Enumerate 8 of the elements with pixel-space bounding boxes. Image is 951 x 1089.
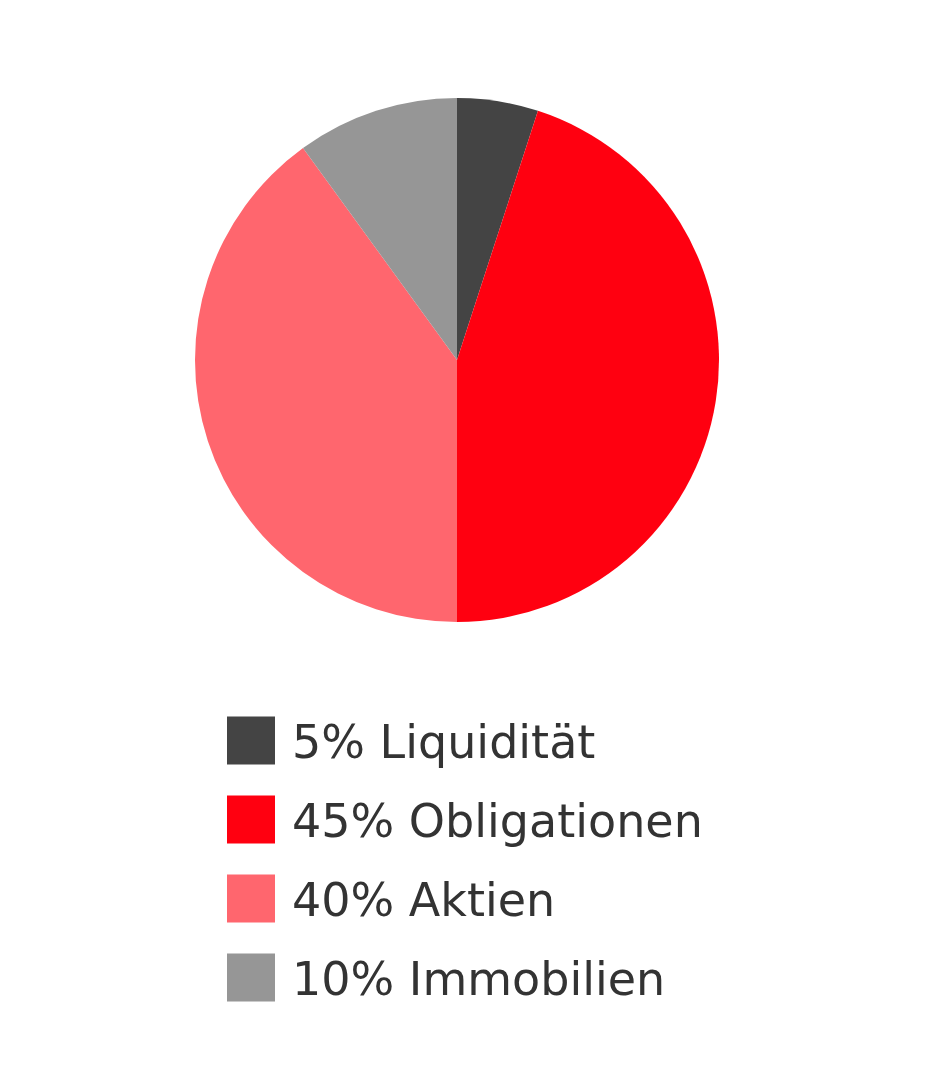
pie-slice [457,98,538,360]
legend-label: 40% Aktien [292,873,556,928]
legend-label: 45% Obligationen [292,794,703,849]
pie-slice [195,148,457,622]
pie-slice [303,98,457,360]
pie-slice [457,110,719,622]
legend-label: 5% Liquidität [292,715,596,770]
legend-label: 10% Immobilien [292,952,666,1007]
